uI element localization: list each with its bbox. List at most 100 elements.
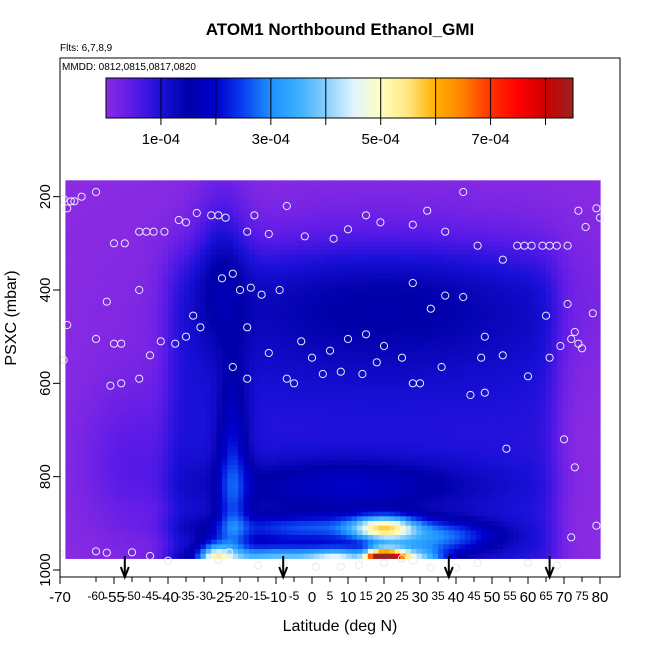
- heatmap-cell: [357, 301, 363, 307]
- heatmap-cell: [205, 511, 212, 517]
- heatmap-cell: [124, 180, 131, 186]
- heatmap-cell: [394, 376, 401, 382]
- heatmap-cell: [319, 474, 326, 480]
- heatmap-cell: [157, 315, 164, 321]
- heatmap-cell: [70, 259, 77, 265]
- heatmap-cell: [81, 549, 88, 555]
- heatmap-cell: [254, 432, 261, 438]
- heatmap-cell: [340, 530, 347, 536]
- heatmap-cell: [124, 273, 131, 279]
- heatmap-cell: [211, 521, 218, 527]
- heatmap-cell: [162, 451, 169, 457]
- heatmap-cell: [335, 493, 342, 499]
- heatmap-cell: [151, 227, 158, 233]
- heatmap-cell: [265, 432, 272, 438]
- heatmap-cell: [297, 549, 304, 555]
- heatmap-cell: [76, 231, 83, 237]
- heatmap-cell: [184, 395, 191, 401]
- heatmap-cell: [151, 259, 158, 265]
- heatmap-cell: [378, 441, 385, 447]
- heatmap-cell: [216, 539, 223, 545]
- heatmap-cell: [173, 427, 180, 433]
- heatmap-cell: [70, 535, 77, 541]
- heatmap-cell: [384, 493, 390, 499]
- heatmap-cell: [184, 306, 191, 312]
- heatmap-cell: [319, 381, 326, 387]
- heatmap-cell: [308, 521, 315, 527]
- heatmap-cell: [200, 474, 207, 480]
- heatmap-cell: [151, 297, 158, 303]
- heatmap-cell: [232, 418, 239, 424]
- heatmap-cell: [389, 367, 396, 373]
- heatmap-cell: [292, 189, 299, 195]
- heatmap-cell: [281, 259, 288, 265]
- heatmap-cell: [76, 409, 83, 415]
- heatmap-cell: [340, 236, 347, 242]
- heatmap-cell: [259, 479, 266, 485]
- heatmap-cell: [324, 376, 331, 382]
- heatmap-cell: [108, 409, 115, 415]
- heatmap-cell: [130, 185, 137, 191]
- heatmap-cell: [103, 236, 110, 242]
- heatmap-cell: [378, 241, 385, 247]
- heatmap-cell: [259, 236, 266, 242]
- heatmap-cell: [373, 441, 380, 447]
- heatmap-cell: [135, 525, 142, 531]
- heatmap-cell: [103, 315, 110, 321]
- heatmap-cell: [216, 353, 223, 359]
- heatmap-cell: [151, 306, 158, 312]
- heatmap-cell: [92, 236, 99, 242]
- heatmap-cell: [195, 432, 201, 438]
- heatmap-cell: [108, 530, 115, 536]
- heatmap-cell: [216, 343, 223, 349]
- heatmap-cell: [276, 516, 282, 522]
- heatmap-cell: [232, 222, 239, 228]
- heatmap-cell: [168, 306, 174, 312]
- heatmap-cell: [238, 502, 245, 508]
- heatmap-cell: [373, 390, 380, 396]
- heatmap-cell: [286, 525, 293, 531]
- heatmap-cell: [97, 544, 104, 550]
- heatmap-cell: [211, 493, 218, 499]
- heatmap-cell: [97, 283, 104, 289]
- heatmap-cell: [87, 479, 93, 485]
- heatmap-cell: [70, 544, 77, 550]
- heatmap-cell: [146, 469, 153, 475]
- heatmap-cell: [97, 409, 104, 415]
- heatmap-cell: [211, 381, 218, 387]
- heatmap-cell: [108, 245, 115, 251]
- heatmap-cell: [243, 441, 250, 447]
- heatmap-cell: [151, 213, 158, 219]
- heatmap-cell: [227, 381, 234, 387]
- heatmap-cell: [378, 255, 385, 261]
- heatmap-cell: [324, 259, 331, 265]
- heatmap-cell: [178, 320, 185, 326]
- heatmap-cell: [130, 269, 137, 275]
- heatmap-cell: [119, 297, 126, 303]
- heatmap-cell: [389, 203, 396, 209]
- heatmap-cell: [195, 409, 201, 415]
- heatmap-cell: [243, 213, 250, 219]
- heatmap-cell: [87, 213, 93, 219]
- heatmap-cell: [81, 273, 88, 279]
- heatmap-cell: [92, 460, 99, 466]
- heatmap-cell: [135, 273, 142, 279]
- heatmap-cell: [135, 427, 142, 433]
- heatmap-cell: [157, 423, 164, 429]
- heatmap-cell: [200, 446, 207, 452]
- heatmap-cell: [81, 301, 88, 307]
- heatmap-cell: [330, 432, 336, 438]
- heatmap-cell: [205, 301, 212, 307]
- heatmap-cell: [81, 507, 88, 513]
- heatmap-cell: [97, 423, 104, 429]
- heatmap-cell: [222, 535, 228, 541]
- heatmap-cell: [254, 357, 261, 363]
- heatmap-cell: [367, 404, 374, 410]
- heatmap-cell: [384, 320, 390, 326]
- heatmap-cell: [281, 535, 288, 541]
- heatmap-cell: [205, 241, 212, 247]
- heatmap-cell: [367, 217, 374, 223]
- heatmap-cell: [270, 245, 277, 251]
- heatmap-cell: [205, 185, 212, 191]
- heatmap-cell: [200, 451, 207, 457]
